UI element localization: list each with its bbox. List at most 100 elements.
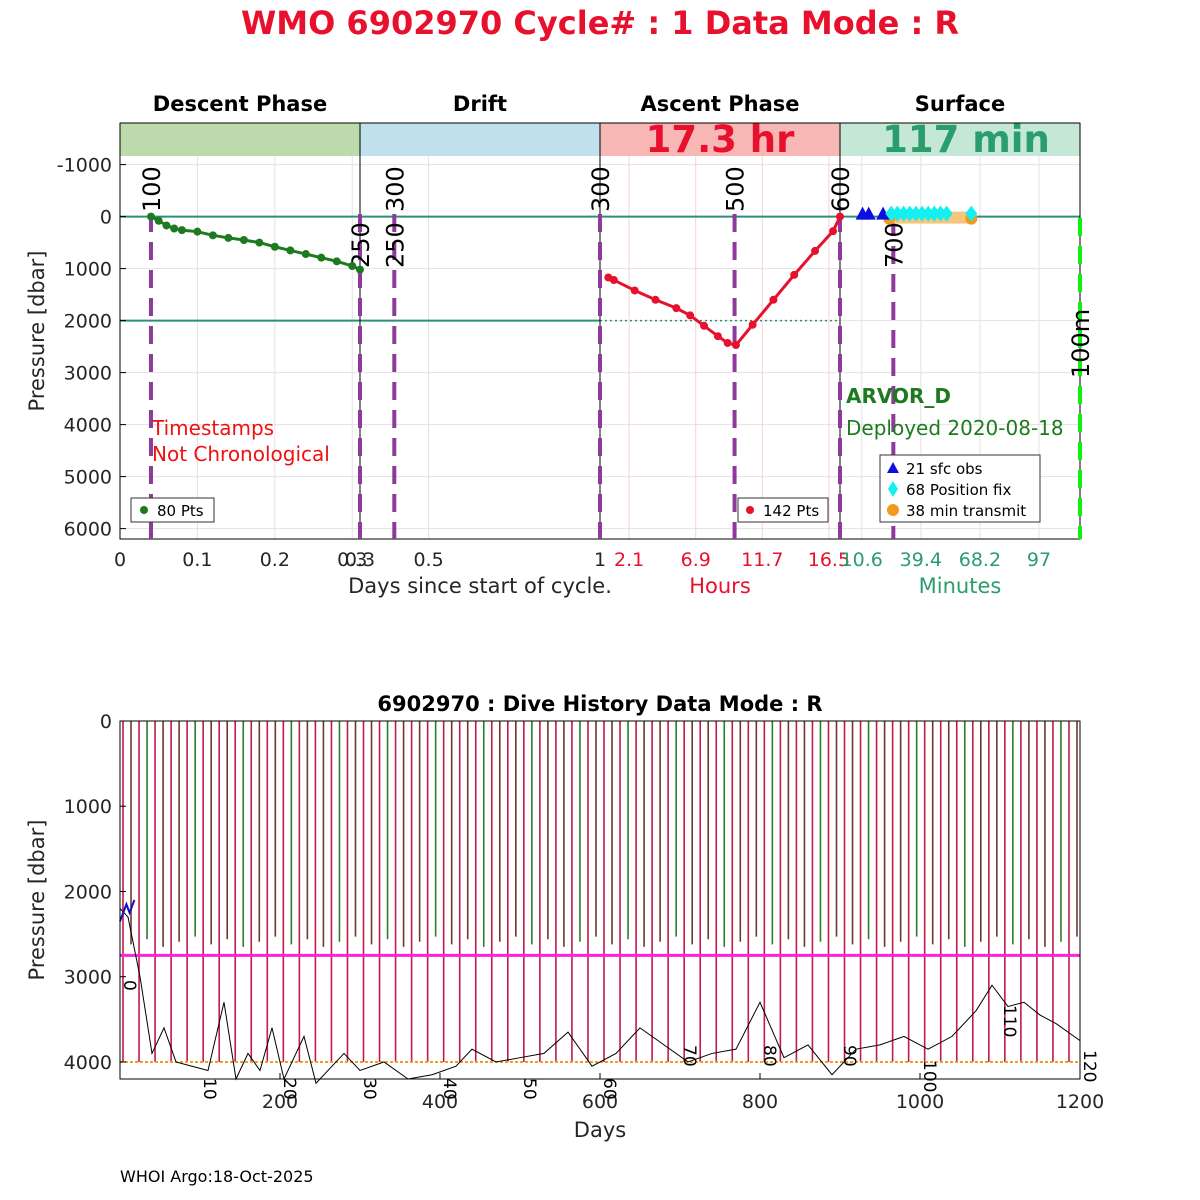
dive-x-tick-label: 800 [742,1091,778,1113]
position-fix-point [885,205,898,222]
y-axis-label: Pressure [dbar] [25,251,49,412]
fix-legend-marker [888,481,898,497]
descent-point [154,216,163,225]
descent-point [332,257,341,266]
ascent-legend-label: 142 Pts [763,502,819,520]
first-profile-line [119,899,136,922]
descent-marker-250-label: 250 [347,222,375,268]
x-axis-label-minutes: Minutes [919,574,1002,598]
x-axis-label-hours: Hours [689,574,751,598]
ascent-marker-600-label: 600 [827,166,855,212]
deployment-date: Deployed 2020-08-18 [846,416,1064,440]
phase-header-descent: Descent Phase [153,92,327,116]
position-fix-point [891,205,904,222]
cycle-number-label: 50 [519,1078,539,1100]
x-tick-label-surface: 68.2 [959,549,1001,571]
y-tick-label: 2000 [64,311,112,333]
y-tick-label: -1000 [57,155,112,177]
ascent-duration: 17.3 hr [646,118,796,161]
sfc-obs-legend-marker [887,462,899,473]
ascent-marker-500-label: 500 [722,166,750,212]
descent-point [162,221,171,230]
transmit-legend-label: 38 min transmit [906,502,1026,520]
dive-y-tick-label: 2000 [64,881,112,903]
phase-header-ascent: Ascent Phase [641,92,800,116]
ascent-point [651,295,660,304]
x-tick-label-drift: 0.3 [345,549,375,571]
float-type: ARVOR_D [846,384,951,408]
dive-y-tick-label: 1000 [64,796,112,818]
dive-y-axis-label: Pressure [dbar] [25,820,49,981]
descent-point [177,226,186,235]
descent-point [208,231,217,240]
phase-header-surface: Surface [915,92,1005,116]
surface-marker-100m-label: 100m [1067,309,1095,378]
cycle-number-label: 100 [919,1060,939,1092]
descent-point [348,262,357,270]
dive-x-tick-label: 600 [582,1091,618,1113]
surface-duration: 117 min [882,118,1050,161]
dive-x-tick-label: 1000 [896,1091,944,1113]
dive-history-chart: 6902970 : Dive History Data Mode : R0100… [25,692,1104,1142]
y-tick-label: 0 [100,207,112,229]
ascent-point [686,311,695,320]
position-fix-point [909,205,922,222]
ascent-point [836,212,844,221]
position-fix-point [903,205,916,222]
dive-y-tick-label: 0 [100,711,112,733]
ascent-point [630,286,639,295]
bathymetry-line [119,908,1081,1085]
x-tick-label-descent: 0 [114,549,126,571]
y-tick-label: 6000 [64,519,112,541]
position-fix-point [934,205,947,222]
y-tick-label: 1000 [64,259,112,281]
cycle-number-label: 10 [199,1078,219,1100]
cycle-number-label: 30 [359,1078,379,1100]
ascent-point [672,304,681,313]
ascent-point [609,276,618,285]
drift-marker-300-label: 300 [381,166,409,212]
descent-point [356,265,364,274]
descent-legend-marker [140,506,148,514]
dive-y-tick-label: 3000 [64,967,112,989]
sfc-obs-point [876,206,891,220]
x-tick-label-descent: 0.3 [337,549,367,571]
descent-marker-100-label: 100 [138,166,166,212]
ascent-line [607,215,842,347]
phase-band-surface [840,123,1080,156]
cycle-number-label: 120 [1079,1050,1099,1082]
descent-point [301,250,310,259]
dive-x-tick-label: 1200 [1056,1091,1104,1113]
x-tick-label-ascent: 6.9 [681,549,711,571]
x-tick-label-ascent: 11.7 [741,549,783,571]
page-title: WMO 6902970 Cycle# : 1 Data Mode : R [241,4,959,42]
descent-point [170,224,179,233]
drift-marker-250-label: 250 [381,222,409,268]
descent-point [224,233,233,242]
dive-x-tick-label: 200 [262,1091,298,1113]
sfc-obs-point [861,206,876,220]
cycle-number-label: 90 [839,1045,859,1067]
sfc-obs-legend-label: 21 sfc obs [906,460,983,478]
phase-band-ascent [600,123,840,156]
position-fix-point [916,205,929,222]
ascent-point [769,295,778,304]
transmit-legend-marker [887,504,899,516]
descent-point [270,242,279,251]
ascent-point [790,270,799,279]
position-fix-point [897,205,910,222]
x-tick-label-surface: 97 [1027,549,1051,571]
cycle-profile-chart: Descent Phase Drift Ascent Phase Surface 17.… [25,92,1095,598]
drift-end-marker-300-label: 300 [587,166,615,212]
descent-legend-label: 80 Pts [157,502,204,520]
dive-history-frame [119,720,1081,1080]
cycle-number-label: 80 [759,1045,779,1067]
cycle-number-label: 110 [999,1005,1019,1037]
ascent-point [723,338,732,347]
position-fix-point [922,205,935,222]
position-fix-point [940,205,953,222]
ascent-point [811,246,820,255]
cycle-number-label: 40 [439,1078,459,1100]
y-tick-label: 3000 [64,363,112,385]
surface-legend-box [879,454,1041,523]
